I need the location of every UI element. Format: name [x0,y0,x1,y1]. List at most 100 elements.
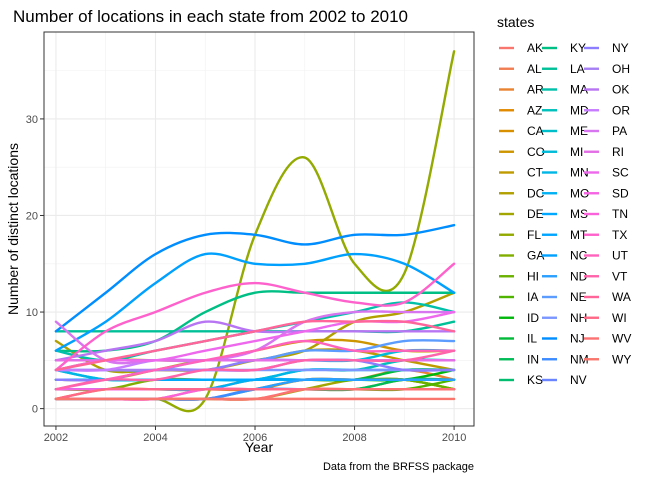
legend-label: LA [570,62,585,76]
legend: states AK AL AR AZ CA CO CT DC DE FL GA HI IA ID IL IN K… [497,14,631,387]
legend-item-ok: OK [584,83,629,97]
legend-item-al: AL [499,62,542,76]
legend-item-il: IL [499,332,537,346]
legend-label: MS [570,207,588,221]
x-tick-label: 2006 [243,432,267,444]
x-tick-label: 2010 [442,432,466,444]
legend-item-id: ID [499,311,539,325]
legend-title: states [497,14,534,30]
legend-item-me: ME [542,124,588,138]
legend-item-or: OR [584,103,630,117]
legend-label: MD [570,103,589,117]
legend-label: NE [570,290,587,304]
legend-label: KS [527,373,543,387]
legend-label: ME [570,124,588,138]
legend-item-ky: KY [542,41,586,55]
legend-label: VT [612,269,628,283]
legend-label: NJ [570,332,585,346]
legend-label: AL [527,62,542,76]
legend-label: HI [527,269,539,283]
legend-item-hi: HI [499,269,539,283]
legend-item-nm: NM [542,352,589,366]
series-line-wa [54,319,456,372]
legend-item-in: IN [499,352,539,366]
legend-item-pa: PA [584,124,627,138]
legend-label: MT [570,228,588,242]
caption: Data from the BRFSS package [323,461,474,473]
legend-label: FL [527,228,541,242]
legend-label: AR [527,83,544,97]
legend-label: WI [612,311,627,325]
legend-item-ne: NE [542,290,587,304]
legend-label: OK [612,83,629,97]
legend-label: OR [612,103,630,117]
y-tick-label: 10 [26,307,38,319]
legend-label: SD [612,186,629,200]
legend-label: GA [527,249,544,263]
legend-label: CT [527,166,544,180]
legend-item-wy: WY [584,352,631,366]
legend-item-de: DE [499,207,544,221]
legend-item-dc: DC [499,186,545,200]
legend-item-ks: KS [499,373,543,387]
legend-item-mt: MT [542,228,588,242]
legend-label: NV [570,373,587,387]
legend-item-ar: AR [499,83,544,97]
legend-label: ID [527,311,539,325]
series-line-ut [54,339,456,391]
legend-label: NH [570,311,587,325]
legend-label: DE [527,207,544,221]
legend-item-wv: WV [584,332,631,346]
legend-item-fl: FL [499,228,541,242]
x-tick-label: 2008 [342,432,366,444]
legend-item-az: AZ [499,103,542,117]
legend-label: ND [570,269,588,283]
legend-label: MA [570,83,588,97]
legend-item-sd: SD [584,186,629,200]
legend-label: RI [612,145,624,159]
y-tick-label: 20 [26,210,38,222]
legend-item-oh: OH [584,62,630,76]
legend-item-ak: AK [499,41,543,55]
y-axis-title: Number of distinct locations [5,143,21,315]
legend-items: AK AL AR AZ CA CO CT DC DE FL GA HI IA ID IL IN KS KY LA MA… [499,41,631,387]
plot-panel [43,31,475,427]
legend-item-ri: RI [584,145,624,159]
legend-label: PA [612,124,627,138]
legend-item-nh: NH [542,311,587,325]
legend-label: WA [612,290,631,304]
legend-label: TN [612,207,628,221]
legend-label: CA [527,124,544,138]
legend-item-mi: MI [542,145,583,159]
legend-label: DC [527,186,545,200]
legend-item-ut: UT [584,249,629,263]
chart-title: Number of locations in each state from 2… [13,7,408,26]
x-tick-label: 2002 [44,432,68,444]
legend-item-ca: CA [499,124,544,138]
legend-item-ms: MS [542,207,588,221]
legend-label: MI [570,145,583,159]
x-tick-label: 2004 [143,432,167,444]
legend-label: MN [570,166,589,180]
legend-label: UT [612,249,629,263]
legend-item-la: LA [542,62,585,76]
legend-label: NY [612,41,629,55]
legend-item-md: MD [542,103,589,117]
series-line-nj [54,223,456,333]
series-line-nc [54,252,456,352]
legend-item-co: CO [499,145,545,159]
legend-item-nj: NJ [542,332,585,346]
x-axis-title: Year [245,439,274,455]
legend-item-mn: MN [542,166,589,180]
series-lines [54,50,456,413]
legend-label: AK [527,41,543,55]
legend-item-ia: IA [499,290,538,304]
axes: 2002 2004 2006 2008 2010 0 10 20 30 [26,114,467,444]
legend-item-sc: SC [584,166,629,180]
legend-label: CO [527,145,545,159]
y-tick-label: 0 [32,404,38,416]
legend-label: IL [527,332,537,346]
y-tick-label: 30 [26,114,38,126]
legend-item-ct: CT [499,166,544,180]
